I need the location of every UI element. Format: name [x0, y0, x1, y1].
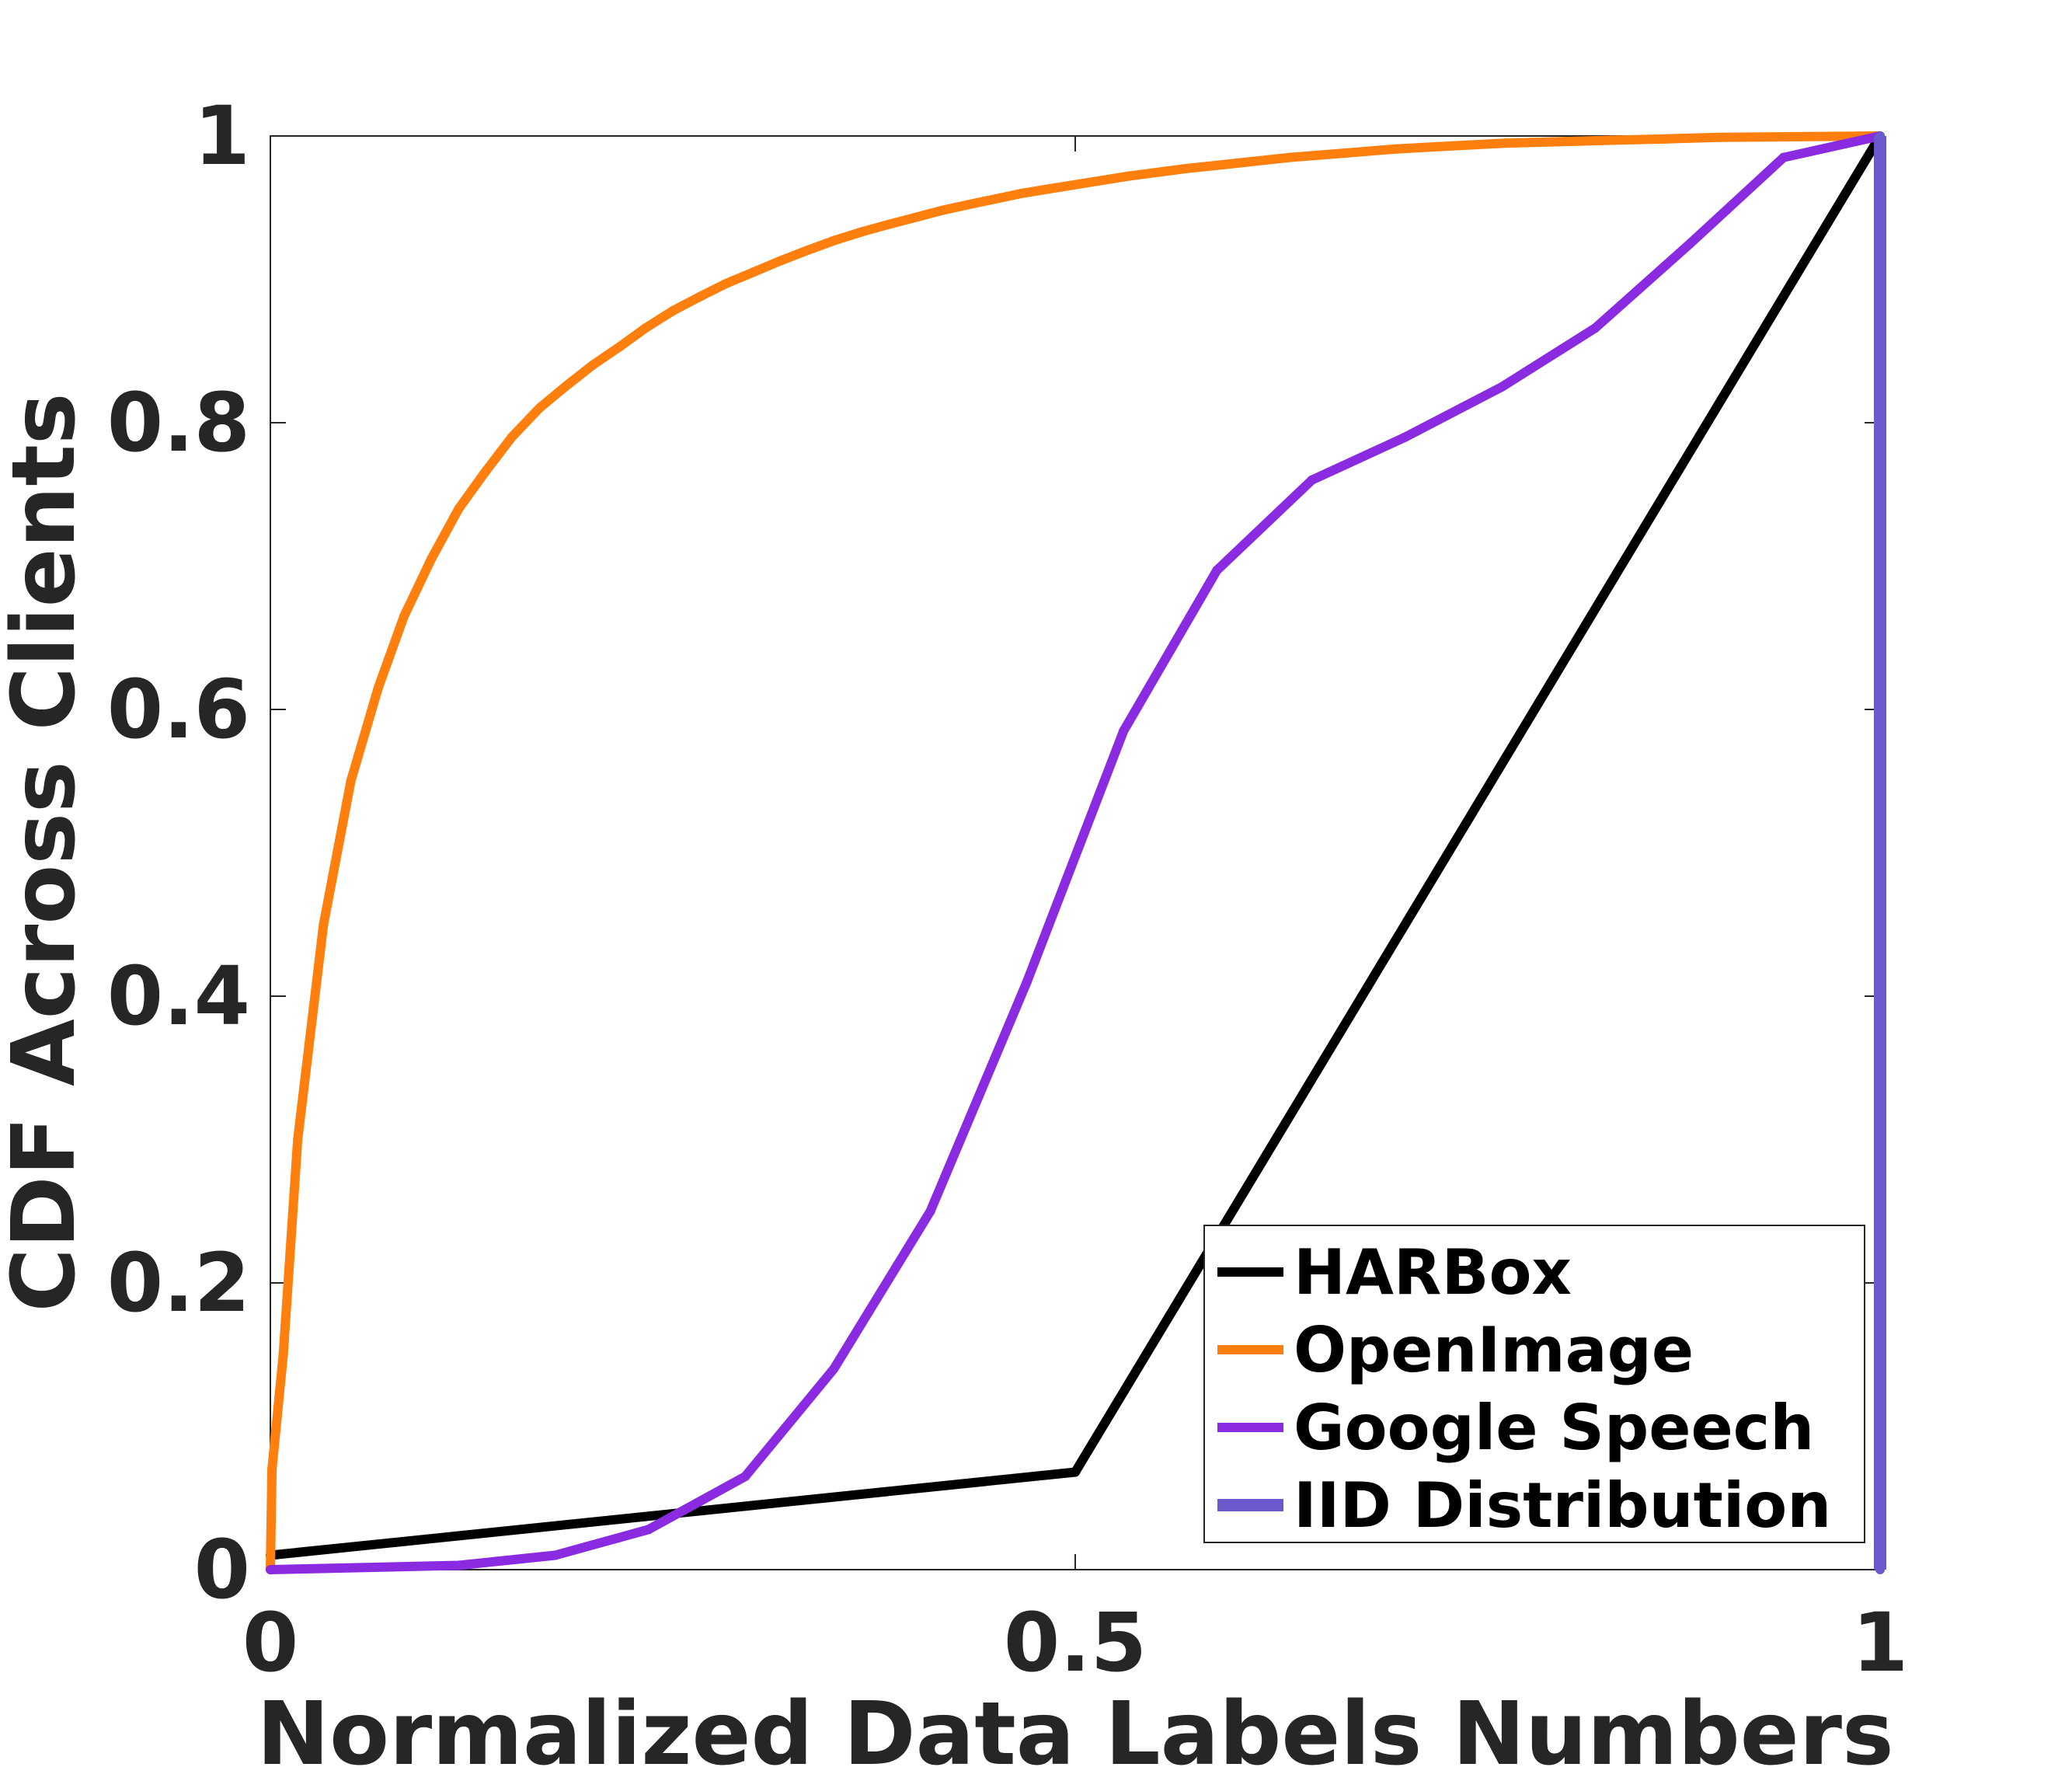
data-point-iid-distribution-1 [1875, 131, 1885, 141]
data-point-openimage-9 [454, 504, 464, 514]
data-point-google-speech-5 [829, 1364, 839, 1374]
data-point-openimage-1 [267, 1464, 277, 1474]
data-point-harbox-1 [1071, 1467, 1080, 1477]
legend-marker-google-speech [1245, 1423, 1255, 1432]
data-point-openimage-22 [801, 246, 811, 256]
data-point-google-speech-4 [740, 1472, 750, 1482]
data-point-openimage-27 [937, 205, 947, 215]
data-point-openimage-4 [319, 919, 329, 929]
data-point-google-speech-7 [1022, 977, 1032, 987]
data-point-openimage-3 [293, 1134, 303, 1145]
data-point-iid-distribution-0 [1875, 1565, 1885, 1574]
data-point-openimage-15 [615, 342, 625, 352]
data-point-openimage-2 [278, 1350, 288, 1360]
data-point-openimage-23 [829, 235, 839, 246]
data-point-google-speech-9 [1212, 566, 1222, 576]
data-point-openimage-32 [1071, 179, 1080, 190]
data-point-openimage-40 [1500, 138, 1510, 148]
data-point-openimage-29 [990, 194, 1000, 204]
y-tick-label-3: 0.6 [107, 662, 250, 757]
legend-marker-openimage [1245, 1345, 1255, 1354]
x-tick-label-2: 1 [1852, 1595, 1908, 1690]
data-point-openimage-7 [399, 612, 409, 622]
data-point-openimage-41 [1553, 137, 1563, 147]
data-point-google-speech-1 [454, 1560, 464, 1570]
data-point-openimage-20 [748, 267, 758, 277]
data-point-openimage-14 [587, 361, 597, 371]
data-point-openimage-43 [1661, 134, 1671, 144]
data-point-openimage-24 [856, 227, 866, 237]
legend-box [1203, 1225, 1865, 1543]
data-point-openimage-8 [427, 554, 437, 564]
data-point-openimage-6 [373, 683, 383, 693]
data-point-openimage-18 [695, 291, 705, 301]
legend-marker-iid-distribution [1245, 1500, 1255, 1510]
y-tick-label-5: 1 [194, 89, 250, 183]
legend-label-iid-distribution: IID Distribution [1294, 1469, 1831, 1542]
legend-marker-harbox [1245, 1267, 1255, 1277]
data-point-google-speech-15 [1778, 152, 1788, 162]
x-axis-label: Normalized Data Labels Numbers [256, 1684, 1893, 1781]
data-point-google-speech-12 [1497, 382, 1507, 392]
data-point-openimage-39 [1445, 141, 1455, 151]
data-point-openimage-31 [1043, 184, 1053, 194]
legend-label-openimage: OpenImage [1294, 1314, 1694, 1386]
data-point-openimage-44 [1714, 132, 1724, 142]
x-tick-label-1: 0.5 [1004, 1595, 1147, 1690]
data-point-google-speech-11 [1400, 432, 1410, 442]
data-point-openimage-33 [1123, 171, 1134, 181]
data-point-openimage-38 [1392, 144, 1402, 154]
x-tick-label-0: 0 [242, 1595, 298, 1690]
data-point-openimage-34 [1178, 164, 1188, 174]
data-point-openimage-28 [963, 200, 973, 210]
data-point-openimage-13 [560, 382, 570, 392]
data-point-openimage-16 [640, 323, 650, 333]
data-point-openimage-30 [1017, 188, 1027, 198]
data-point-openimage-42 [1606, 135, 1616, 145]
tick-labels: 0 0.5 1 0 0.2 0.4 0.6 0.8 1 [107, 89, 1908, 1690]
data-point-openimage-45 [1795, 131, 1805, 141]
data-point-google-speech-14 [1685, 239, 1695, 249]
data-point-openimage-36 [1284, 152, 1294, 162]
data-point-openimage-10 [479, 468, 489, 478]
data-point-google-speech-10 [1307, 475, 1317, 485]
y-tick-label-4: 0.8 [107, 375, 250, 470]
data-point-openimage-11 [507, 432, 517, 442]
y-tick-label-2: 0.4 [107, 949, 250, 1044]
y-tick-label-0: 0 [194, 1522, 250, 1617]
data-point-google-speech-13 [1590, 323, 1600, 333]
data-point-openimage-19 [721, 279, 731, 289]
series-layer [266, 131, 1886, 1574]
data-point-openimage-37 [1339, 148, 1349, 159]
data-point-google-speech-2 [550, 1550, 560, 1560]
data-point-openimage-21 [775, 256, 785, 266]
data-point-openimage-25 [882, 220, 892, 230]
data-point-google-speech-6 [925, 1206, 935, 1216]
y-axis-label: CDF Across Clients [0, 392, 95, 1312]
y-tick-label-1: 0.2 [107, 1236, 250, 1330]
data-point-openimage-5 [346, 776, 356, 786]
data-point-openimage-17 [668, 306, 677, 316]
data-point-google-speech-8 [1119, 726, 1129, 736]
data-point-google-speech-0 [266, 1565, 275, 1574]
data-point-openimage-35 [1231, 159, 1241, 169]
legend-label-google-speech: Google Speech [1294, 1392, 1814, 1464]
data-point-google-speech-3 [643, 1525, 653, 1535]
data-point-openimage-26 [909, 213, 919, 223]
legend-label-harbox: HARBox [1294, 1236, 1572, 1309]
data-point-openimage-12 [535, 403, 545, 413]
